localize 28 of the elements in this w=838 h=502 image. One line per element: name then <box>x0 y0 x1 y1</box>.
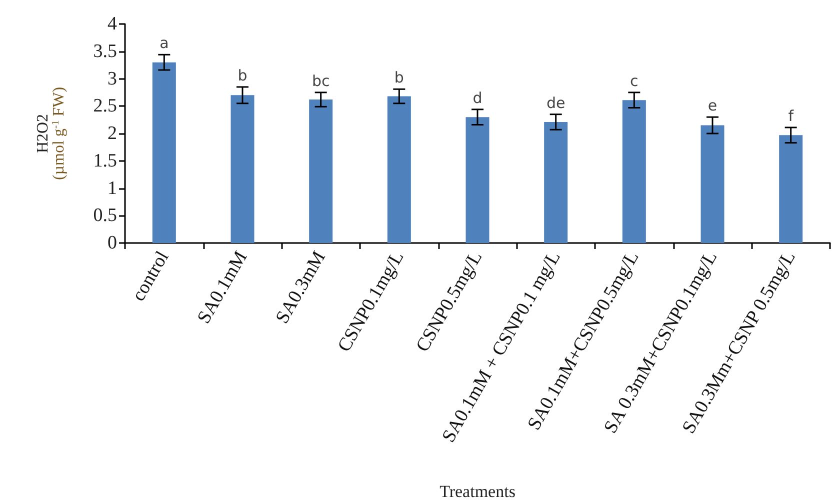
annotation: b <box>394 68 404 87</box>
y-tick-label: 0.5 <box>93 205 117 226</box>
y-tick-label: 2 <box>108 123 117 144</box>
y-tick-label: 1.5 <box>93 150 117 172</box>
y-tick-label: 2.5 <box>93 96 117 117</box>
annotation: c <box>630 72 638 90</box>
bar <box>622 100 646 243</box>
bar <box>230 95 254 243</box>
bar <box>152 62 176 243</box>
annotation: de <box>546 94 566 112</box>
bar <box>779 135 803 243</box>
annotation: b <box>238 66 248 84</box>
y-tick-label: 4 <box>108 14 118 34</box>
annotation: d <box>472 88 482 107</box>
annotation: f <box>788 106 794 125</box>
annotation: a <box>160 34 169 52</box>
x-axis-title: Treatments <box>440 482 516 501</box>
bar <box>387 96 411 243</box>
y-tick-label: 3 <box>108 68 117 90</box>
y-tick-label: 0 <box>108 232 117 254</box>
bar <box>700 125 724 243</box>
annotation: e <box>708 96 718 115</box>
bar <box>466 117 490 243</box>
bar <box>544 122 568 243</box>
y-tick-label: 3.5 <box>93 40 117 62</box>
bar <box>309 100 333 243</box>
y-tick-label: 1 <box>108 178 117 199</box>
annotation: bc <box>312 72 330 90</box>
